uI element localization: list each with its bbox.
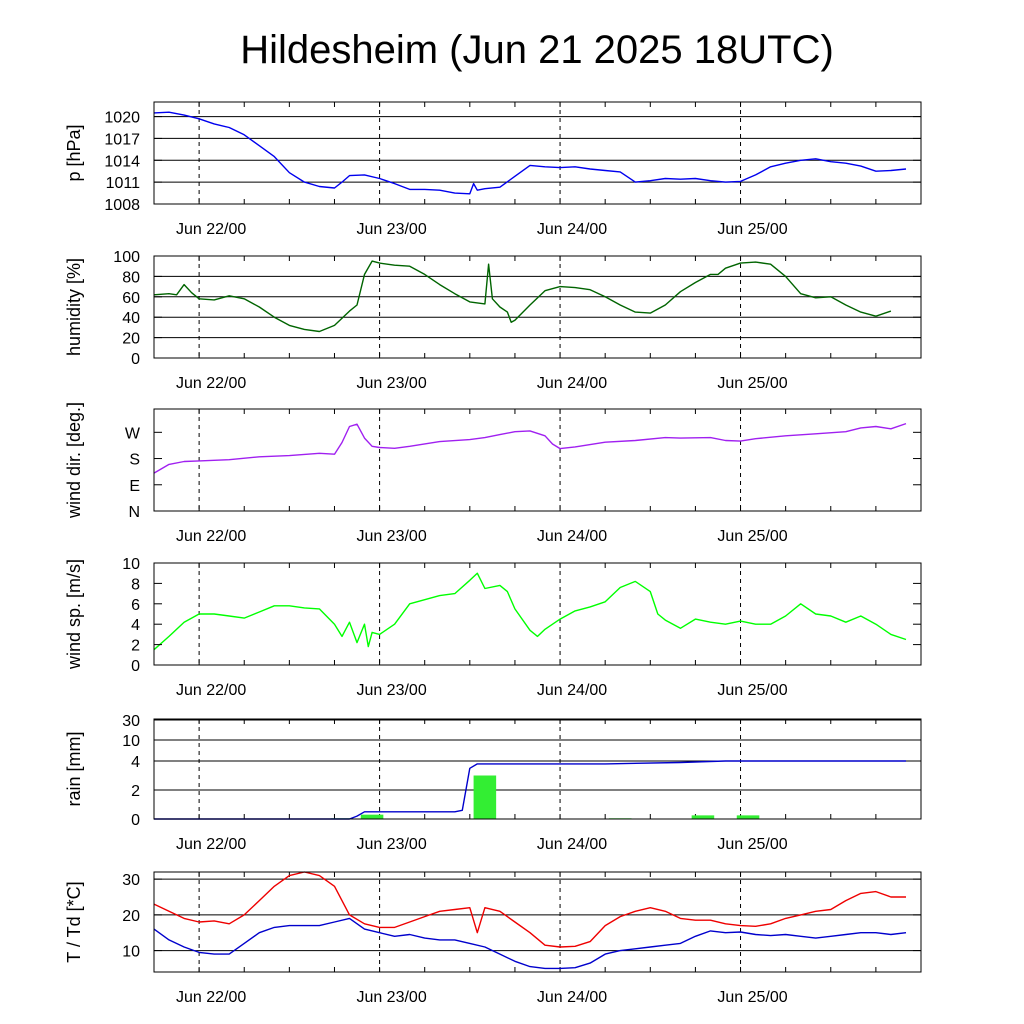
x-tick-label: Jun 24/00 (537, 682, 607, 699)
y-tick-label: W (125, 425, 141, 442)
y-tick-label: 2 (131, 638, 140, 655)
panel-2: 100 80 60 40 20 0 Jun 22/00 Jun 23/00 Jun 24/00 J… (64, 249, 922, 392)
x-tick-label: Jun 22/00 (176, 836, 246, 853)
x-tick-label: Jun 25/00 (717, 528, 787, 545)
x-tick-label: Jun 22/00 (176, 528, 246, 545)
x-tick-label: Jun 23/00 (356, 375, 426, 392)
x-tick-label: Jun 23/00 (356, 682, 426, 699)
rain-bar (473, 775, 497, 819)
x-tick-label: Jun 24/00 (537, 836, 607, 853)
rain-bar (736, 815, 760, 819)
y-tick-label: 40 (122, 310, 140, 327)
series-line (153, 111, 907, 195)
y-tick-label: 0 (131, 351, 140, 368)
y-axis-label: p [hPa] (64, 124, 84, 181)
y-axis-label: humidity [%] (64, 258, 84, 356)
panel-1: 1020 1017 1014 1011 1008 Jun 22/00 Jun 23/00 Ju… (64, 101, 922, 238)
y-tick-label: 0 (131, 658, 140, 675)
x-tick-label: Jun 25/00 (717, 836, 787, 853)
panel-5: 30 10 4 2 0 Jun 22/00 Jun 23/00 Jun 24/00 Jun 25… (64, 713, 922, 853)
x-tick-label: Jun 23/00 (356, 528, 426, 545)
td-series-line (153, 917, 907, 970)
plot-frame (153, 255, 922, 359)
x-tick-label: Jun 24/00 (537, 989, 607, 1006)
plot-frame (153, 408, 922, 512)
y-tick-label: N (128, 504, 140, 521)
y-tick-label: 10 (122, 944, 140, 961)
x-tick-label: Jun 24/00 (537, 528, 607, 545)
y-tick-label: E (129, 478, 140, 495)
x-tick-label: Jun 24/00 (537, 375, 607, 392)
x-tick-label: Jun 22/00 (176, 375, 246, 392)
accumulated-series-line (154, 760, 906, 820)
plot-frame (153, 718, 922, 820)
y-tick-label: 100 (113, 249, 140, 266)
panel-4: 10 8 6 4 2 0 Jun 22/00 Jun 23/00 Jun 24/00 Jun 25… (64, 556, 922, 699)
y-tick-label: 4 (131, 617, 140, 634)
y-tick-label: 20 (122, 908, 140, 925)
x-tick-label: Jun 22/00 (176, 989, 246, 1006)
plot-frame (153, 871, 922, 973)
y-tick-label: 10 (122, 556, 140, 573)
y-tick-label: 6 (131, 597, 140, 614)
rain-bar (691, 815, 715, 819)
y-tick-label: 30 (122, 872, 140, 889)
x-tick-label: Jun 23/00 (356, 989, 426, 1006)
y-tick-label: 30 (122, 713, 140, 730)
y-tick-label: 0 (131, 812, 140, 829)
t-series-line (153, 871, 906, 948)
x-tick-label: Jun 22/00 (176, 221, 246, 238)
y-tick-label: 60 (122, 290, 140, 307)
y-tick-label: 4 (131, 754, 140, 771)
x-tick-label: Jun 23/00 (356, 836, 426, 853)
y-tick-label: 2 (131, 783, 140, 800)
x-tick-label: Jun 22/00 (176, 682, 246, 699)
series-line (153, 572, 907, 651)
series-line (153, 260, 892, 333)
y-tick-label: S (129, 452, 140, 469)
plot-frame (153, 101, 922, 205)
x-tick-label: Jun 25/00 (717, 682, 787, 699)
chart-title: Hildesheim (Jun 21 2025 18UTC) (240, 28, 834, 72)
x-tick-label: Jun 24/00 (537, 221, 607, 238)
x-tick-label: Jun 25/00 (717, 221, 787, 238)
y-axis-label: wind dir. [deg.] (64, 402, 84, 519)
y-tick-label: 8 (131, 576, 140, 593)
y-tick-label: 1014 (104, 153, 140, 170)
x-tick-label: Jun 23/00 (356, 221, 426, 238)
x-tick-label: Jun 25/00 (717, 375, 787, 392)
panel-6: 30 20 10 Jun 22/00 Jun 23/00 Jun 24/00 Jun 25/… (64, 871, 922, 1006)
y-tick-label: 1011 (106, 175, 141, 192)
series-line (153, 422, 907, 474)
rain-bar (360, 814, 384, 819)
y-tick-label: 1020 (104, 110, 140, 127)
y-tick-label: 10 (122, 733, 140, 750)
y-axis-label: wind sp. [m/s] (64, 559, 84, 670)
x-tick-label: Jun 25/00 (717, 989, 787, 1006)
y-axis-label: rain [mm] (64, 731, 84, 806)
y-tick-label: 1017 (104, 131, 140, 148)
y-tick-label: 1008 (104, 197, 140, 214)
y-tick-label: 20 (122, 331, 140, 348)
plot-frame (153, 562, 922, 666)
y-axis-label: T / Td [*C] (64, 881, 84, 962)
y-tick-label: 80 (122, 269, 140, 286)
